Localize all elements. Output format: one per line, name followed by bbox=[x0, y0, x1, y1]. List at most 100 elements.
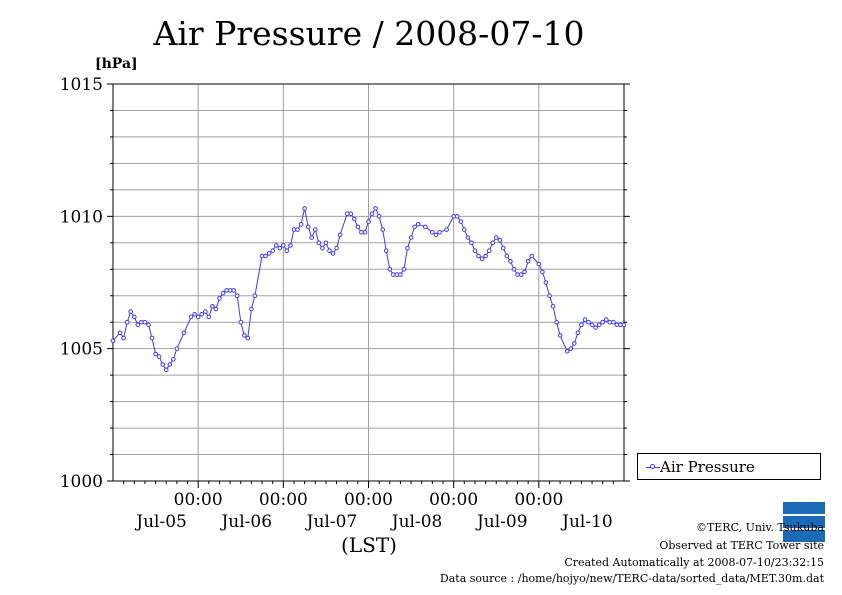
data-point bbox=[589, 322, 595, 328]
data-point bbox=[518, 272, 524, 277]
data-point bbox=[192, 312, 197, 317]
terc-logo bbox=[783, 502, 825, 542]
data-point bbox=[355, 224, 361, 230]
data-point bbox=[199, 312, 204, 317]
data-point bbox=[117, 330, 123, 336]
data-point bbox=[327, 248, 332, 253]
data-point bbox=[174, 346, 180, 352]
data-point bbox=[444, 227, 449, 232]
data-point bbox=[494, 235, 499, 240]
data-point bbox=[242, 333, 247, 338]
y-tick-label: 1015 bbox=[60, 75, 103, 95]
data-point bbox=[596, 322, 602, 328]
data-point bbox=[412, 224, 417, 230]
credit-created: Created Automatically at 2008-07-10/23:3… bbox=[564, 556, 824, 569]
data-point bbox=[238, 319, 244, 325]
data-point bbox=[160, 362, 165, 367]
data-point bbox=[227, 288, 233, 293]
data-point bbox=[387, 267, 393, 272]
y-axis-ticks: 1015 1010 1005 1000 bbox=[60, 75, 630, 492]
data-point bbox=[153, 351, 158, 357]
data-point bbox=[270, 248, 276, 253]
data-point bbox=[149, 335, 155, 341]
x-tick-time-label: 00:00 bbox=[259, 490, 308, 510]
data-point bbox=[323, 240, 329, 246]
data-point bbox=[206, 314, 212, 320]
data-point bbox=[554, 319, 559, 325]
x-tick-date-label: Jul-06 bbox=[219, 512, 272, 532]
data-point bbox=[366, 219, 371, 224]
data-point bbox=[486, 248, 492, 253]
chart-title: Air Pressure / 2008-07-10 bbox=[153, 14, 585, 53]
data-point bbox=[398, 272, 403, 277]
data-point bbox=[604, 317, 609, 322]
data-point bbox=[525, 259, 531, 264]
data-point bbox=[220, 290, 226, 296]
data-point bbox=[195, 314, 201, 320]
data-point bbox=[504, 253, 510, 259]
data-point bbox=[273, 243, 279, 248]
data-point bbox=[405, 245, 410, 251]
data-point bbox=[171, 357, 176, 362]
data-point bbox=[163, 367, 169, 373]
data-point bbox=[348, 211, 354, 216]
data-point bbox=[369, 211, 375, 216]
data-point bbox=[511, 267, 517, 272]
data-point bbox=[249, 306, 254, 312]
x-tick-time-label: 00:00 bbox=[174, 490, 223, 510]
data-point bbox=[458, 219, 464, 224]
data-point bbox=[536, 261, 542, 267]
data-point bbox=[529, 253, 535, 259]
data-point bbox=[575, 330, 581, 336]
data-point bbox=[479, 256, 485, 262]
data-point bbox=[124, 319, 130, 325]
x-axis-label: (LST) bbox=[341, 533, 397, 557]
data-point bbox=[337, 232, 343, 238]
data-point bbox=[146, 322, 151, 328]
data-point bbox=[515, 272, 520, 277]
data-point bbox=[557, 333, 563, 338]
data-point bbox=[217, 296, 222, 301]
data-point bbox=[383, 248, 389, 253]
logo-bar-mid bbox=[783, 516, 825, 528]
data-point bbox=[110, 338, 116, 344]
data-point bbox=[373, 206, 378, 211]
data-point bbox=[572, 341, 577, 346]
data-point bbox=[547, 293, 552, 299]
data-point bbox=[401, 267, 407, 272]
data-point bbox=[167, 362, 173, 367]
data-point bbox=[497, 237, 503, 243]
credit-copyright: ©TERC, Univ. Tsukuba bbox=[695, 521, 824, 534]
data-point bbox=[213, 306, 219, 312]
data-point bbox=[330, 251, 336, 256]
x-tick-time-label: 00:00 bbox=[344, 490, 393, 510]
data-point bbox=[472, 248, 478, 253]
data-point bbox=[298, 222, 304, 227]
legend: Air Pressure bbox=[637, 453, 821, 480]
data-point bbox=[263, 253, 268, 259]
data-point bbox=[313, 227, 318, 232]
data-point bbox=[501, 245, 506, 251]
credit-data-source: Data source : /home/hojyo/new/TERC-data/… bbox=[439, 572, 824, 585]
data-point bbox=[142, 319, 148, 325]
data-point bbox=[352, 216, 357, 222]
data-point bbox=[231, 288, 236, 293]
data-point bbox=[430, 229, 435, 235]
data-point bbox=[540, 269, 545, 275]
data-point bbox=[305, 224, 311, 230]
y-tick-label: 1005 bbox=[60, 340, 103, 360]
data-point bbox=[408, 235, 414, 240]
data-point bbox=[415, 222, 421, 227]
data-point bbox=[469, 240, 474, 246]
data-point bbox=[132, 314, 137, 320]
data-point bbox=[320, 245, 325, 251]
x-tick-date-label: Jul-07 bbox=[305, 512, 358, 532]
y-tick-label: 1000 bbox=[60, 472, 103, 492]
credit-observed: Observed at TERC Tower site bbox=[659, 539, 824, 552]
data-point bbox=[309, 235, 315, 240]
data-point bbox=[284, 248, 290, 253]
logo-bar-top bbox=[783, 502, 825, 514]
x-tick-date-label: Jul-05 bbox=[134, 512, 187, 532]
legend-label: Air Pressure bbox=[660, 458, 755, 476]
